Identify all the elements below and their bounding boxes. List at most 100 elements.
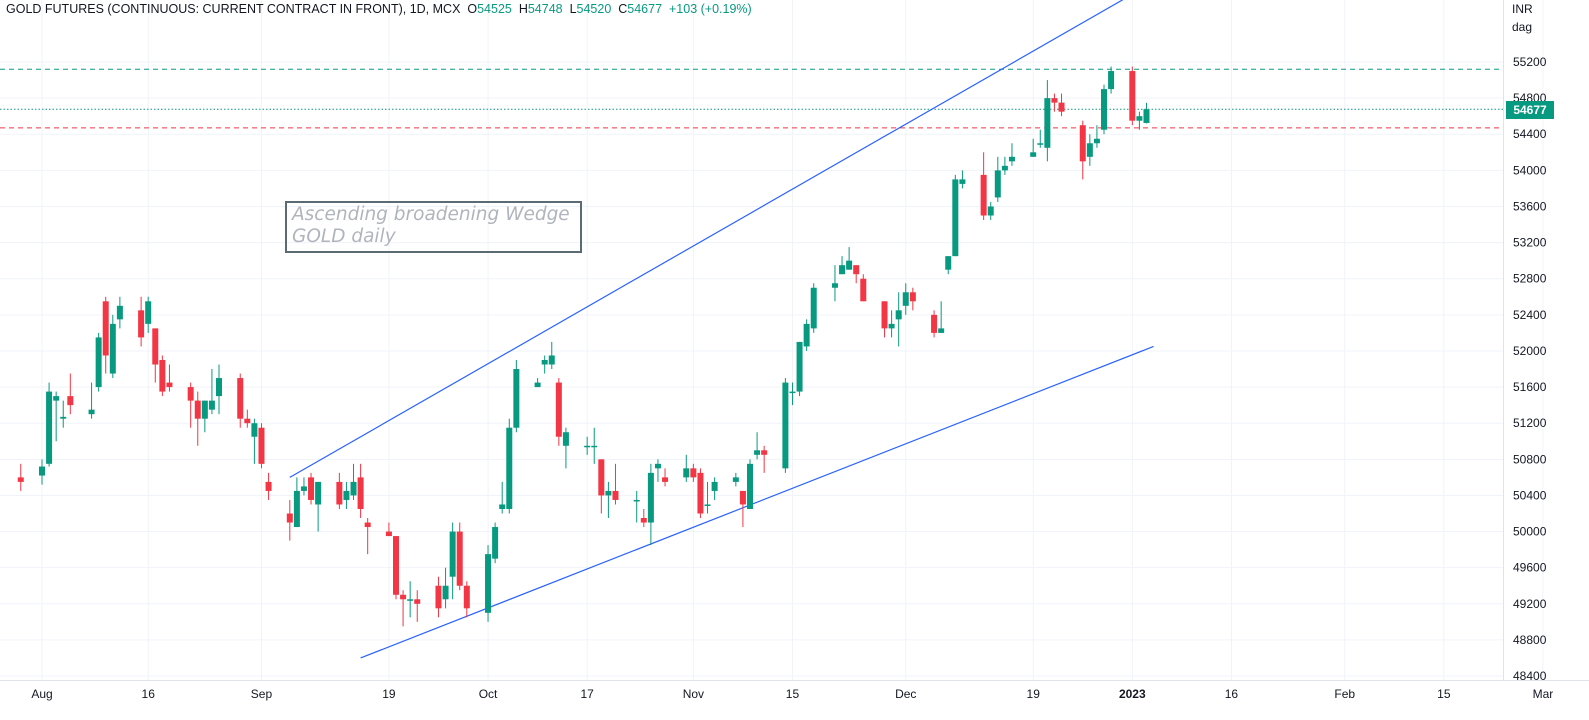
candle	[931, 310, 938, 338]
time-tick-label: 16	[142, 687, 156, 701]
candle	[407, 581, 414, 618]
candle-body	[761, 450, 768, 455]
candle	[95, 332, 102, 392]
candle	[385, 522, 392, 537]
candle-body	[541, 359, 548, 365]
candle	[853, 265, 860, 284]
candle	[513, 359, 520, 433]
candle	[1143, 102, 1150, 124]
candle	[251, 418, 258, 464]
candle-body	[1037, 143, 1044, 145]
candle	[442, 567, 449, 609]
candle-body	[598, 459, 605, 496]
horizontal-lines	[0, 68, 1503, 129]
candle	[591, 427, 598, 464]
candle-body	[647, 472, 654, 523]
candle	[704, 481, 711, 514]
candle	[102, 296, 109, 374]
annotation-line-1: Ascending broadening Wedge	[292, 204, 570, 225]
candle-body	[286, 513, 293, 523]
candle	[959, 170, 966, 189]
candle	[109, 314, 116, 379]
candle-body	[308, 477, 315, 500]
candle	[216, 364, 222, 415]
symbol-title[interactable]: GOLD FUTURES (CONTINUOUS: CURRENT CONTRA…	[6, 2, 461, 16]
candle	[208, 369, 215, 415]
candle	[732, 472, 739, 487]
candle-body	[591, 445, 598, 448]
annotation-box[interactable]: Ascending broadening Wedge GOLD daily	[285, 201, 582, 253]
candle	[67, 373, 74, 415]
open-value: 54525	[477, 2, 512, 16]
candle	[796, 341, 803, 397]
time-tick-label: 19	[382, 687, 396, 701]
candle	[739, 490, 746, 528]
candle-body	[931, 314, 938, 333]
time-tick-label: 15	[786, 687, 800, 701]
candle	[300, 477, 307, 496]
candle	[1008, 143, 1015, 166]
candle-body	[895, 310, 902, 320]
candle	[485, 545, 492, 622]
time-tick-label: Dec	[895, 687, 916, 701]
candle-body	[60, 416, 67, 419]
price-tick-label: 49200	[1513, 597, 1547, 611]
candle	[1108, 66, 1115, 94]
close-label: C	[618, 2, 628, 16]
candle-body	[1044, 98, 1051, 148]
candle	[463, 581, 470, 618]
candle	[562, 427, 569, 469]
candle-body	[166, 382, 173, 388]
candle-body	[513, 369, 520, 428]
candle	[17, 463, 24, 491]
candle-body	[704, 504, 711, 506]
candle-body	[216, 378, 222, 397]
candle	[286, 499, 293, 541]
candle-body	[237, 378, 244, 419]
candle-body	[265, 481, 272, 491]
candle	[662, 468, 669, 487]
price-tick-label: 52400	[1513, 308, 1547, 322]
candle	[265, 472, 272, 500]
candle	[393, 536, 399, 600]
candle-body	[683, 468, 690, 478]
candle	[152, 328, 159, 383]
candle-body	[357, 477, 364, 509]
candle	[690, 463, 697, 482]
candle	[831, 265, 838, 302]
candle	[258, 423, 265, 469]
chart-grid	[0, 0, 1544, 680]
trendline-lower	[360, 345, 1154, 659]
candle	[506, 418, 513, 514]
candle-body	[88, 409, 95, 415]
candle-body	[1001, 165, 1008, 171]
candle-body	[839, 265, 846, 275]
candle-body	[152, 328, 159, 365]
change-value: +103 (+0.19%)	[669, 2, 752, 16]
candle	[116, 296, 123, 329]
candle	[902, 283, 909, 315]
candle-body	[435, 585, 442, 609]
candle	[1044, 80, 1051, 162]
candle-body	[994, 170, 1001, 198]
candle	[584, 436, 591, 455]
candle	[839, 256, 846, 275]
candle	[1086, 134, 1093, 166]
candle-body	[39, 466, 45, 476]
quantity-unit: dag	[1512, 20, 1533, 34]
candle-body	[732, 477, 739, 482]
candle-body	[506, 427, 513, 509]
candle-body	[138, 310, 145, 338]
candle	[1101, 84, 1107, 135]
time-tick-label: Sep	[251, 687, 273, 701]
candle	[987, 201, 994, 221]
price-tick-label: 51600	[1513, 380, 1547, 394]
close-value: 54677	[627, 2, 663, 16]
candle-body	[1058, 102, 1065, 112]
candle	[994, 156, 1001, 202]
candle-body	[159, 359, 166, 392]
candle-body	[109, 323, 116, 374]
price-tick-label: 53600	[1513, 199, 1547, 213]
candle	[612, 463, 619, 505]
